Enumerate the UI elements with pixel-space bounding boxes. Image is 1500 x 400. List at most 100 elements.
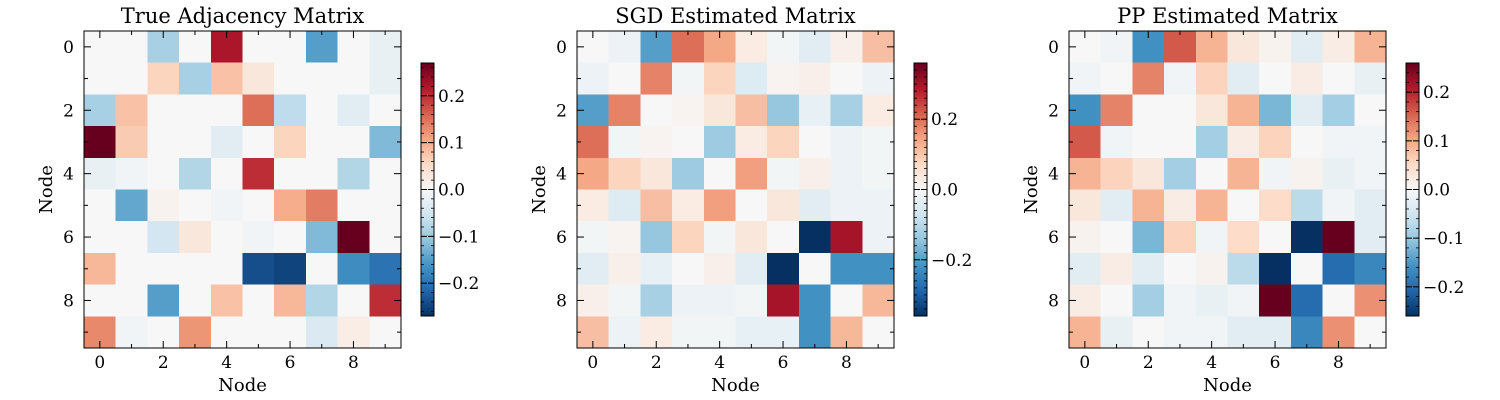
heatmap-cell <box>672 31 705 64</box>
heatmap-cell <box>210 189 244 222</box>
heatmap-cell <box>337 157 370 191</box>
heatmap-cell <box>798 284 832 317</box>
heatmap-panel-1: True Adjacency Matrix 0 2 4 6 8 0 2 4 6 8 Node Node −… <box>36 4 479 396</box>
colorbar-tick-label: −0.1 <box>438 227 479 247</box>
heatmap-cell <box>337 284 370 317</box>
heatmap-cell <box>1100 62 1133 95</box>
heatmap-cell <box>210 157 244 191</box>
heatmap-cell <box>640 252 673 286</box>
colorbar-tick-label: 0.0 <box>931 181 958 201</box>
heatmap-cell <box>305 252 339 286</box>
heatmap-cell <box>1132 221 1165 254</box>
heatmap-cell <box>1195 221 1229 254</box>
colorbar-tick-label: −0.2 <box>931 251 972 271</box>
heatmap-cell <box>337 189 370 222</box>
x-tick-label: 8 <box>348 353 359 373</box>
heatmap-cell <box>1100 126 1133 159</box>
y-tick-label: 6 <box>556 228 567 248</box>
heatmap-cell <box>1164 157 1197 191</box>
colorbar: −0.2 −0.1 0.0 0.1 0.2 <box>420 62 479 317</box>
heatmap-cell <box>767 252 800 286</box>
heatmap-cell <box>84 252 117 286</box>
heatmap-cell <box>1322 221 1355 254</box>
heatmap-cell <box>115 126 148 159</box>
heatmap-cell <box>1132 126 1165 159</box>
heatmap-cell <box>767 94 800 127</box>
y-tick-label: 4 <box>63 165 74 185</box>
heatmap-cell <box>147 157 180 191</box>
heatmap-cell <box>735 189 768 222</box>
heatmap-cell <box>115 316 148 349</box>
heatmap-cell <box>672 284 705 317</box>
heatmap-cell <box>1290 157 1324 191</box>
heatmap-cell <box>1164 221 1197 254</box>
heatmap-cell <box>703 94 737 127</box>
heatmap-cell <box>115 31 148 64</box>
colorbar-tick-label: 0.0 <box>438 181 465 201</box>
heatmap-cell <box>703 284 737 317</box>
plot-frame <box>576 30 895 349</box>
heatmap-cell <box>735 157 768 191</box>
heatmap-cell <box>1322 284 1355 317</box>
heatmap-cell <box>767 189 800 222</box>
heatmap-cell <box>210 94 244 127</box>
heatmap-cell <box>1290 31 1324 64</box>
heatmap-cell <box>1195 157 1229 191</box>
heatmap-cell <box>179 284 212 317</box>
heatmap-cell <box>115 62 148 95</box>
heatmap-cell <box>1100 221 1133 254</box>
heatmap-cell <box>1354 126 1387 159</box>
heatmap-cell <box>305 316 339 349</box>
heatmap-cell <box>1164 316 1197 349</box>
y-tick-label: 8 <box>1048 291 1059 311</box>
heatmap-cell <box>179 252 212 286</box>
colorbar-gradient <box>421 63 434 316</box>
y-axis-label: Node <box>36 165 57 214</box>
heatmap-cell <box>179 157 212 191</box>
heatmap-cell <box>735 94 768 127</box>
heatmap-cell <box>608 126 641 159</box>
heatmap-cell <box>147 252 180 286</box>
heatmap-cell <box>767 157 800 191</box>
heatmap-cell <box>1227 157 1260 191</box>
heatmap-cell <box>862 189 895 222</box>
heatmap-cell <box>1354 316 1387 349</box>
heatmap-cell <box>798 221 832 254</box>
x-tick-label: 0 <box>94 353 105 373</box>
heatmap-cell <box>577 62 610 95</box>
heatmap-cell <box>640 62 673 95</box>
heatmap-cell <box>1227 31 1260 64</box>
heatmap-cell <box>1290 189 1324 222</box>
colorbar-tick-label: −0.2 <box>1423 278 1464 298</box>
x-tick-label: 8 <box>841 353 852 373</box>
heatmap-cell <box>798 126 832 159</box>
heatmap-cell <box>862 316 895 349</box>
heatmap-cells <box>577 31 895 349</box>
heatmap-cell <box>830 252 863 286</box>
axis-ticks <box>1069 31 1386 348</box>
heatmap-cell <box>1259 284 1292 317</box>
heatmap-cell <box>640 94 673 127</box>
heatmap-cell <box>179 189 212 222</box>
y-tick-label: 4 <box>1048 165 1059 185</box>
heatmap-cell <box>830 94 863 127</box>
heatmap-cell <box>798 62 832 95</box>
heatmap-cell <box>1069 252 1102 286</box>
heatmap-cell <box>1227 126 1260 159</box>
heatmap-panel-3: PP Estimated Matrix 0 2 4 6 8 0 2 4 6 8 Node Node −0.… <box>1021 4 1464 396</box>
y-tick-label: 0 <box>556 38 567 58</box>
heatmap-cell <box>735 126 768 159</box>
heatmap-cell <box>608 252 641 286</box>
y-tick-label: 2 <box>1048 101 1059 121</box>
plot-frame <box>83 30 402 349</box>
heatmap-cell <box>1100 31 1133 64</box>
y-axis-label: Node <box>1021 165 1042 214</box>
heatmap-cell <box>1100 189 1133 222</box>
heatmap-cell <box>242 62 275 95</box>
heatmap-cell <box>1290 221 1324 254</box>
heatmap-cell <box>735 221 768 254</box>
colorbar: −0.2 0.0 0.2 <box>913 62 972 317</box>
heatmap-cell <box>1100 157 1133 191</box>
heatmap-cell <box>1164 284 1197 317</box>
heatmap-cell <box>1290 284 1324 317</box>
